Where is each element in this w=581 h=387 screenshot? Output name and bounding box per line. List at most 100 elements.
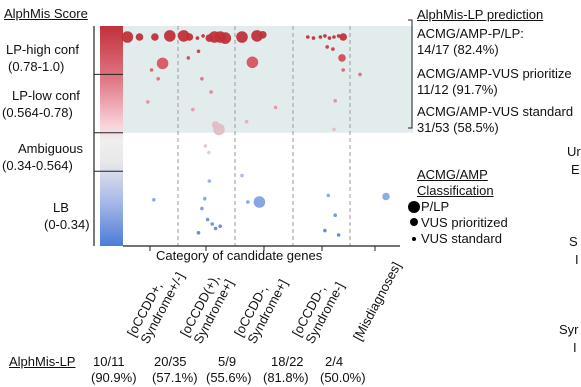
data-point-18 xyxy=(196,49,201,54)
bottom-count-3: 5/9 xyxy=(218,354,237,369)
data-point-43 xyxy=(253,196,266,208)
x-axis-title: Category of candidate genes xyxy=(156,248,323,263)
edge-fragment-2: E xyxy=(571,162,580,177)
data-point-45 xyxy=(311,36,316,40)
band-label-lp-low: LP-low conf xyxy=(12,88,80,103)
prediction-vus-prioritized-label: ACMG/AMP-VUS prioritize xyxy=(417,66,572,81)
axis-lines xyxy=(93,19,413,251)
y-axis-title: AlphMis Score xyxy=(4,6,88,21)
legend-label-vus-standard: VUS standard xyxy=(421,231,502,246)
data-point-25 xyxy=(203,144,208,148)
data-point-19 xyxy=(186,56,191,60)
data-point-55 xyxy=(341,68,346,72)
bottom-pct-1: (90.9%) xyxy=(91,370,137,385)
prediction-vus-prioritized-value: 11/12 (91.7%) xyxy=(417,82,498,97)
data-point-49 xyxy=(332,35,336,39)
data-point-28 xyxy=(203,196,207,201)
data-point-47 xyxy=(323,34,327,38)
data-point-13 xyxy=(201,34,205,38)
edge-fragment-5: Syr xyxy=(559,322,579,337)
data-point-52 xyxy=(325,45,330,49)
data-point-24 xyxy=(213,123,225,136)
bottom-pct-2: (57.1%) xyxy=(152,370,198,385)
data-point-11 xyxy=(185,33,194,41)
bottom-count-5: 2/4 xyxy=(325,354,344,369)
data-point-35 xyxy=(236,31,248,43)
legend-title-line2: Classification xyxy=(417,183,494,198)
prediction-vus-standard-value: 31/53 (58.5%) xyxy=(417,120,499,135)
category-dividers xyxy=(177,26,351,246)
bottom-pct-4: (81.8%) xyxy=(263,370,309,385)
legend-title-line1: ACMG/AMP xyxy=(417,167,488,182)
data-point-9 xyxy=(152,198,156,202)
data-point-6 xyxy=(149,68,154,72)
band-range-ambiguous: (0.34-0.564) xyxy=(2,158,73,173)
band-label-lp-high: LP-high conf xyxy=(6,42,79,57)
data-point-41 xyxy=(240,173,244,178)
data-point-63 xyxy=(382,192,390,201)
data-point-20 xyxy=(200,77,204,81)
bottom-count-2: 20/35 xyxy=(154,354,187,369)
legend-dot-large xyxy=(408,201,420,213)
legend-label-vus-prioritized: VUS prioritized xyxy=(421,215,508,230)
data-point-3 xyxy=(151,33,159,41)
bottom-row-label: AlphMis-LP xyxy=(9,354,76,369)
bottom-pct-3: (55.6%) xyxy=(206,370,252,385)
data-point-32 xyxy=(213,226,218,231)
data-point-44 xyxy=(306,35,310,39)
data-point-26 xyxy=(207,150,211,155)
data-point-8 xyxy=(146,100,150,104)
data-point-42 xyxy=(246,200,250,204)
data-point-33 xyxy=(196,231,201,235)
data-point-62 xyxy=(358,72,362,77)
band-dividers xyxy=(94,73,123,172)
data-point-38 xyxy=(246,56,259,69)
legend-dot-small xyxy=(412,237,416,241)
edge-fragment-1: Ur xyxy=(567,144,581,159)
bottom-pct-5: (50.0%) xyxy=(320,370,366,385)
band-range-lp-low: (0.564-0.78) xyxy=(2,105,73,120)
data-point-57 xyxy=(332,127,336,132)
data-point-53 xyxy=(331,47,335,51)
prediction-plp-label: ACMG/AMP-P/LP: xyxy=(417,26,524,41)
prediction-title: AlphMis-LP prediction xyxy=(417,7,544,22)
data-point-59 xyxy=(333,213,338,217)
data-point-54 xyxy=(338,54,346,62)
data-point-58 xyxy=(326,193,331,198)
lp-shaded-region xyxy=(123,26,413,133)
data-point-61 xyxy=(336,233,341,237)
data-point-51 xyxy=(339,33,348,41)
band-label-lb: LB xyxy=(53,200,69,215)
data-points xyxy=(121,30,390,237)
band-range-lb: (0-0.34) xyxy=(44,217,90,232)
data-point-2 xyxy=(135,33,144,41)
data-point-31 xyxy=(210,222,214,226)
data-point-40 xyxy=(244,119,249,124)
data-point-1 xyxy=(121,31,134,43)
bottom-count-1: 10/11 xyxy=(93,354,125,369)
lp-region-shade xyxy=(123,26,413,133)
edge-fragment-3: S xyxy=(569,234,578,249)
data-point-12 xyxy=(195,36,200,40)
data-point-30 xyxy=(205,217,210,222)
data-point-7 xyxy=(156,77,160,81)
data-point-56 xyxy=(333,99,338,103)
legend-label-plp: P/LP xyxy=(421,199,450,214)
data-point-46 xyxy=(318,35,323,39)
data-point-21 xyxy=(209,90,213,94)
data-point-5 xyxy=(156,57,169,70)
edge-fragment-4: I xyxy=(575,252,579,267)
data-point-22 xyxy=(191,107,195,112)
legend-dot-medium xyxy=(410,218,418,226)
data-point-48 xyxy=(327,36,332,40)
data-point-17 xyxy=(219,32,232,44)
data-point-60 xyxy=(323,228,327,233)
prediction-plp-value: 14/17 (82.4%) xyxy=(417,42,499,57)
data-point-27 xyxy=(207,179,212,183)
data-point-37 xyxy=(259,31,267,39)
prediction-vus-standard-label: ACMG/AMP-VUS standard xyxy=(417,104,574,119)
edge-fragment-6: I xyxy=(573,340,577,355)
data-point-29 xyxy=(200,206,204,211)
data-point-4 xyxy=(164,30,176,42)
